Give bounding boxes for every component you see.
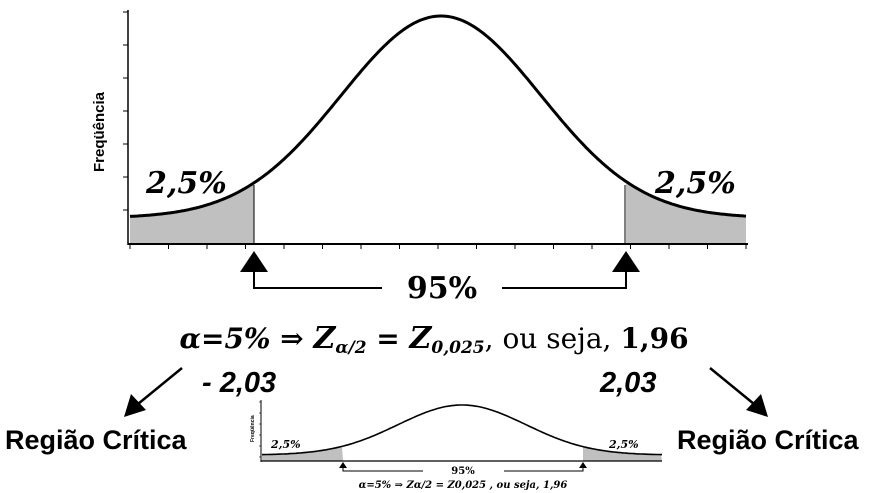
- right-up-arrow: [612, 251, 640, 272]
- thumbnail-left-tail-label: 2,5%: [270, 438, 301, 451]
- left-region-label: Região Crítica: [5, 425, 188, 455]
- thumbnail-right-up-arrow: [579, 462, 587, 468]
- main-chart: Freqüência 2,5% 2,5% 95% α=5% ⇒ Zα/2 = Z…: [91, 10, 748, 358]
- left-critical-region: [130, 182, 254, 244]
- formula-value: 1,96: [620, 322, 688, 355]
- left-down-arrow-head: [124, 394, 146, 417]
- thumbnail-right-critical-region: [583, 446, 662, 461]
- left-up-arrow: [240, 251, 268, 272]
- y-axis-ticks: [123, 11, 128, 211]
- right-critical-region: [626, 181, 746, 244]
- left-tail-label: 2,5%: [145, 166, 227, 201]
- x-axis-ticks: [129, 244, 747, 249]
- thumbnail-bracket: [342, 467, 584, 472]
- left-down-arrow-shaft: [137, 367, 183, 405]
- y-axis-label: Freqüência: [91, 91, 108, 172]
- thumbnail-left-critical-region: [262, 446, 343, 461]
- formula-z2: Z: [409, 321, 433, 356]
- formula-sub1: α/2: [335, 338, 366, 358]
- thumbnail-bell-curve: [262, 404, 662, 456]
- thumbnail-y-axis-label: Freqüência: [250, 415, 256, 442]
- critical-value-formula: α=5% ⇒ Zα/2 = Z0,025, ou seja, 1,96: [179, 321, 688, 358]
- right-tail-label: 2,5%: [654, 166, 736, 201]
- thumbnail-y-axis-ticks: [259, 401, 261, 458]
- thumbnail-formula: α=5% ⇒ Zα/2 = Z0,025 , ou seja, 1,96: [359, 480, 568, 491]
- right-critical-value: 2,03: [599, 367, 656, 399]
- thumbnail-right-tail-label: 2,5%: [608, 438, 639, 451]
- thumbnail-confidence-label: 95%: [451, 466, 475, 477]
- formula-alpha: α=5% ⇒: [179, 322, 313, 355]
- right-region-label: Região Crítica: [677, 425, 860, 455]
- formula-eq: =: [367, 322, 410, 355]
- thumbnail-left-up-arrow: [339, 462, 347, 468]
- bell-curve: [129, 14, 747, 218]
- formula-sub2: 0,025: [431, 338, 484, 358]
- formula-z1: Z: [313, 321, 337, 356]
- thumbnail-chart: Freqüência 2,5% 2,5% 95% α=5% ⇒ Zα/2 = Z…: [250, 400, 662, 491]
- right-down-arrow-shaft: [709, 367, 755, 405]
- right-down-arrow-head: [746, 394, 768, 417]
- annotations: - 2,03 2,03 Região Crítica Região Crític…: [5, 367, 860, 455]
- confidence-bracket: [253, 270, 627, 289]
- left-critical-value: - 2,03: [202, 367, 276, 399]
- confidence-label: 95%: [407, 271, 477, 306]
- formula-connector: , ou seja,: [485, 322, 621, 355]
